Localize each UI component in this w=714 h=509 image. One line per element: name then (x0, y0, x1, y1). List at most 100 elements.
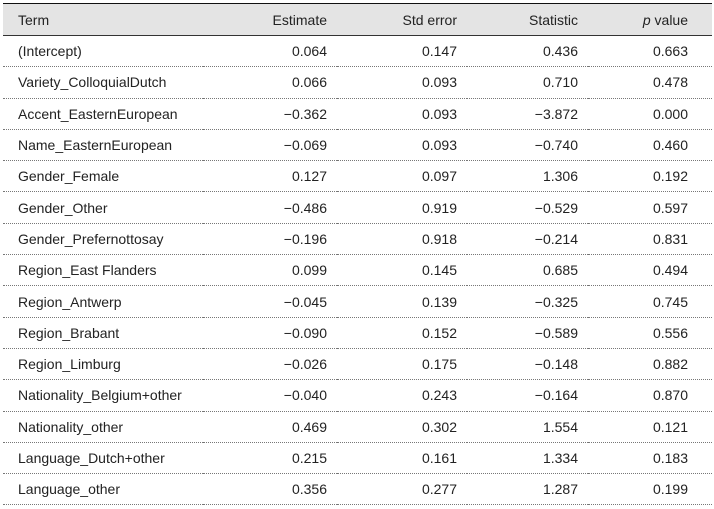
value-cell: 0.597 (588, 191, 712, 224)
value-cell: −0.148 (467, 348, 588, 381)
term-cell: (Intercept) (3, 35, 203, 68)
value-cell: 0.710 (467, 66, 588, 99)
term-cell: Region_Brabant (3, 317, 203, 349)
table-row: Gender_Other −0.486 0.919 −0.529 0.597 (3, 191, 712, 224)
value-cell: −0.589 (467, 317, 588, 349)
value-cell: 0.183 (588, 442, 712, 475)
header-row: Term Estimate Std error Statistic p value (3, 3, 712, 36)
regression-table: Term Estimate Std error Statistic p value (I… (3, 3, 712, 506)
header-text: p value (642, 11, 688, 28)
header-text: Term (18, 11, 50, 28)
value-cell: 1.287 (467, 473, 588, 506)
value-cell: −0.529 (467, 191, 588, 224)
value-cell: −0.069 (203, 129, 337, 162)
value-cell: −3.872 (467, 98, 588, 130)
table-row: Nationality_Belgium+other −0.040 0.243 −0.1… (3, 379, 712, 412)
value-cell: 0.215 (203, 442, 337, 475)
value-cell: −0.045 (203, 285, 337, 318)
value-cell: 0.199 (588, 473, 712, 506)
value-cell: 0.356 (203, 473, 337, 506)
value-cell: 0.460 (588, 129, 712, 162)
term-cell: Gender_Female (3, 160, 203, 193)
term-cell: Name_EasternEuropean (3, 129, 203, 162)
table-header: Term Estimate Std error Statistic p value (3, 3, 712, 36)
table-row: (Intercept) 0.064 0.147 0.436 0.663 (3, 35, 712, 68)
table-row: Region_Antwerp −0.045 0.139 −0.325 0.745 (3, 285, 712, 318)
value-cell: 0.243 (337, 379, 467, 412)
value-cell: 0.121 (588, 411, 712, 443)
term-cell: Nationality_other (3, 411, 203, 443)
value-cell: −0.214 (467, 223, 588, 256)
value-cell: −0.196 (203, 223, 337, 256)
value-cell: 0.494 (588, 254, 712, 287)
value-cell: −0.164 (467, 379, 588, 412)
value-cell: 1.554 (467, 411, 588, 443)
value-cell: 0.147 (337, 35, 467, 68)
header-cell: Estimate (203, 4, 337, 36)
value-cell: −0.740 (467, 129, 588, 162)
term-cell: Region_Limburg (3, 348, 203, 381)
value-cell: 0.000 (588, 98, 712, 130)
value-cell: 0.870 (588, 379, 712, 412)
value-cell: 0.745 (588, 285, 712, 318)
value-cell: 0.831 (588, 223, 712, 256)
value-cell: 0.478 (588, 66, 712, 99)
table-body: (Intercept) 0.064 0.147 0.436 0.663 Variety_C… (3, 35, 712, 506)
value-cell: 0.097 (337, 160, 467, 193)
term-cell: Accent_EasternEuropean (3, 98, 203, 130)
value-cell: −0.362 (203, 98, 337, 130)
value-cell: 0.127 (203, 160, 337, 193)
header-text: Estimate (272, 11, 327, 28)
value-cell: 0.192 (588, 160, 712, 193)
term-cell: Variety_ColloquialDutch (3, 66, 203, 99)
value-cell: −0.040 (203, 379, 337, 412)
table-row: Nationality_other 0.469 0.302 1.554 0.121 (3, 411, 712, 443)
value-cell: 0.685 (467, 254, 588, 287)
table-row: Accent_EasternEuropean −0.362 0.093 −3.872 0… (3, 98, 712, 130)
value-cell: −0.026 (203, 348, 337, 381)
value-cell: 0.093 (337, 66, 467, 99)
value-cell: 1.334 (467, 442, 588, 475)
value-cell: 0.161 (337, 442, 467, 475)
term-cell: Language_Dutch+other (3, 442, 203, 475)
table-row: Name_EasternEuropean −0.069 0.093 −0.740 0.4… (3, 129, 712, 162)
value-cell: 0.175 (337, 348, 467, 381)
value-cell: −0.486 (203, 191, 337, 224)
table-row: Gender_Prefernottosay −0.196 0.918 −0.214 0.… (3, 223, 712, 256)
header-cell: Statistic (467, 4, 588, 36)
value-cell: −0.325 (467, 285, 588, 318)
value-cell: 0.093 (337, 98, 467, 130)
header-text: Statistic (528, 11, 578, 28)
header-cell: Std error (337, 4, 467, 36)
value-cell: 0.436 (467, 35, 588, 68)
table-row: Region_East Flanders 0.099 0.145 0.685 0.494 (3, 254, 712, 287)
value-cell: 0.145 (337, 254, 467, 287)
value-cell: 0.469 (203, 411, 337, 443)
value-cell: 1.306 (467, 160, 588, 193)
term-cell: Gender_Other (3, 191, 203, 224)
term-cell: Gender_Prefernottosay (3, 223, 203, 256)
header-cell: Term (3, 4, 203, 36)
header-cell: p value (588, 4, 712, 36)
value-cell: 0.093 (337, 129, 467, 162)
table-row: Region_Brabant −0.090 0.152 −0.589 0.556 (3, 317, 712, 349)
value-cell: 0.556 (588, 317, 712, 349)
term-cell: Region_East Flanders (3, 254, 203, 287)
value-cell: 0.099 (203, 254, 337, 287)
value-cell: 0.064 (203, 35, 337, 68)
term-cell: Nationality_Belgium+other (3, 379, 203, 412)
value-cell: −0.090 (203, 317, 337, 349)
table-row: Region_Limburg −0.026 0.175 −0.148 0.882 (3, 348, 712, 381)
header-text: Std error (402, 11, 457, 28)
value-cell: 0.918 (337, 223, 467, 256)
value-cell: 0.882 (588, 348, 712, 381)
value-cell: 0.302 (337, 411, 467, 443)
table-row: Language_other 0.356 0.277 1.287 0.199 (3, 473, 712, 506)
table-row: Language_Dutch+other 0.215 0.161 1.334 0.183 (3, 442, 712, 475)
term-cell: Language_other (3, 473, 203, 506)
value-cell: 0.066 (203, 66, 337, 99)
value-cell: 0.277 (337, 473, 467, 506)
value-cell: 0.663 (588, 35, 712, 68)
table-row: Gender_Female 0.127 0.097 1.306 0.192 (3, 160, 712, 193)
